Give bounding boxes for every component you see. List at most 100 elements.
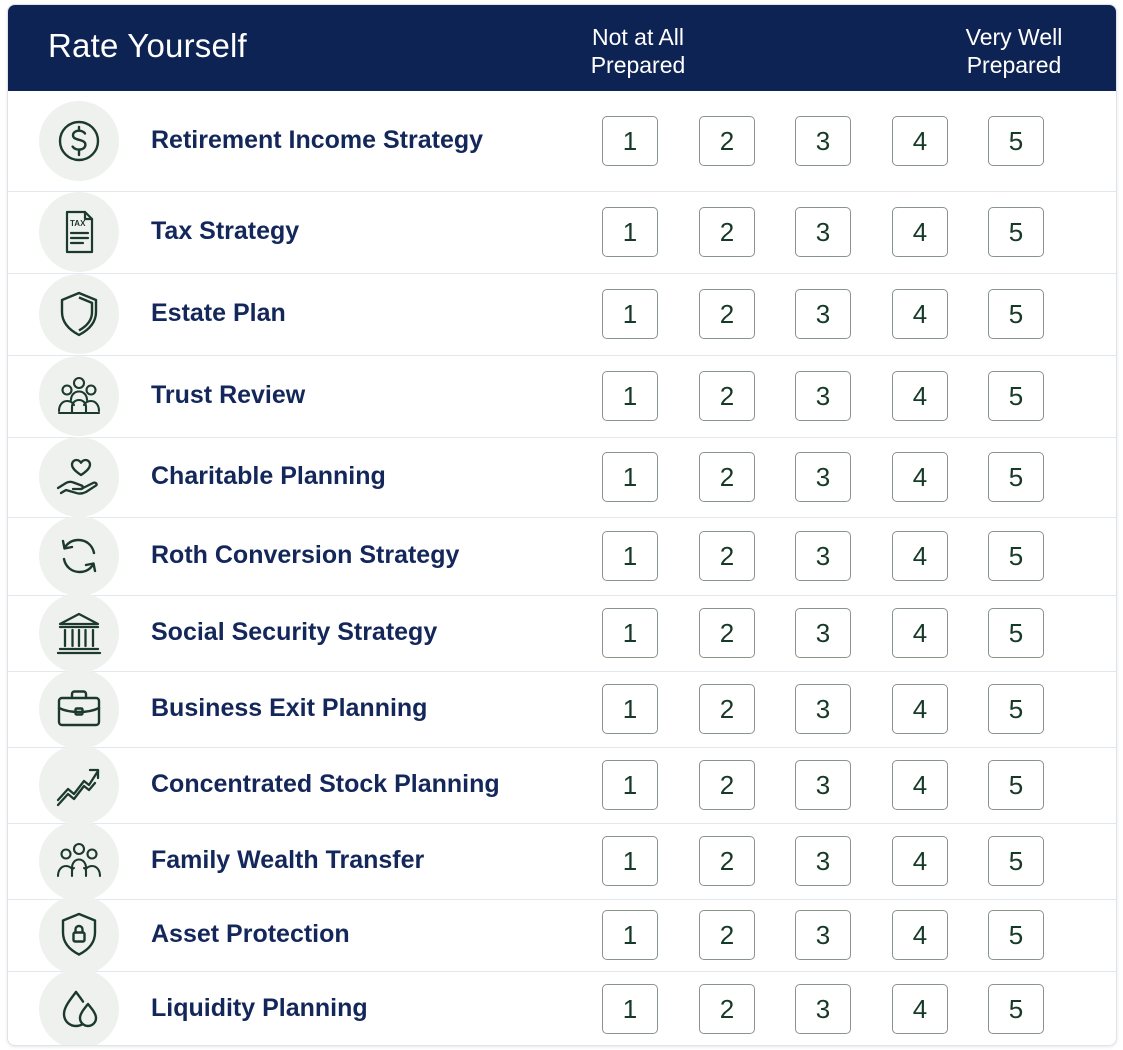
- item-label: Tax Strategy: [151, 217, 300, 245]
- rating-option-2[interactable]: 2: [699, 910, 755, 960]
- rating-row: Asset Protection 1 2 3 4 5: [8, 895, 1116, 975]
- rating-option-3[interactable]: 3: [795, 608, 851, 658]
- rating-option-5[interactable]: 5: [988, 371, 1044, 421]
- rating-option-1[interactable]: 1: [602, 608, 658, 658]
- heart-hand-icon: [39, 437, 119, 517]
- rating-option-4[interactable]: 4: [892, 289, 948, 339]
- rating-option-2[interactable]: 2: [699, 608, 755, 658]
- rating-option-3[interactable]: 3: [795, 531, 851, 581]
- rating-option-3[interactable]: 3: [795, 684, 851, 734]
- header-bar: Rate Yourself Not at All Prepared Very W…: [8, 5, 1116, 91]
- rating-option-4[interactable]: 4: [892, 371, 948, 421]
- rating-option-1[interactable]: 1: [602, 289, 658, 339]
- rating-option-2[interactable]: 2: [699, 984, 755, 1034]
- rating-option-2[interactable]: 2: [699, 371, 755, 421]
- item-label: Social Security Strategy: [151, 618, 438, 646]
- rating-row: Business Exit Planning 1 2 3 4 5: [8, 669, 1116, 749]
- rating-option-4[interactable]: 4: [892, 531, 948, 581]
- svg-text:TAX: TAX: [70, 219, 86, 228]
- rating-option-2[interactable]: 2: [699, 289, 755, 339]
- rating-row: Concentrated Stock Planning 1 2 3 4 5: [8, 745, 1116, 825]
- rating-option-5[interactable]: 5: [988, 608, 1044, 658]
- rating-option-1[interactable]: 1: [602, 836, 658, 886]
- rating-option-1[interactable]: 1: [602, 116, 658, 166]
- rating-option-4[interactable]: 4: [892, 836, 948, 886]
- rating-option-1[interactable]: 1: [602, 760, 658, 810]
- rating-row: TAX Tax Strategy 1 2 3 4 5: [8, 191, 1116, 274]
- rating-option-5[interactable]: 5: [988, 452, 1044, 502]
- dollar-circle-icon: [39, 101, 119, 181]
- rating-option-2[interactable]: 2: [699, 116, 755, 166]
- item-label: Roth Conversion Strategy: [151, 541, 460, 569]
- item-label: Retirement Income Strategy: [151, 126, 484, 154]
- rating-option-4[interactable]: 4: [892, 608, 948, 658]
- rating-option-3[interactable]: 3: [795, 371, 851, 421]
- rating-option-3[interactable]: 3: [795, 289, 851, 339]
- rating-row: Estate Plan 1 2 3 4 5: [8, 273, 1116, 356]
- rating-option-1[interactable]: 1: [602, 910, 658, 960]
- item-label: Family Wealth Transfer: [151, 846, 425, 874]
- rating-option-5[interactable]: 5: [988, 984, 1044, 1034]
- family-group-icon: [39, 821, 119, 901]
- rating-option-1[interactable]: 1: [602, 371, 658, 421]
- refresh-arrows-icon: [39, 516, 119, 596]
- tax-document-icon: TAX: [39, 192, 119, 272]
- item-label: Asset Protection: [151, 920, 350, 948]
- bank-building-icon: [39, 593, 119, 673]
- rating-option-2[interactable]: 2: [699, 207, 755, 257]
- rating-option-2[interactable]: 2: [699, 760, 755, 810]
- rating-option-2[interactable]: 2: [699, 452, 755, 502]
- rating-option-4[interactable]: 4: [892, 684, 948, 734]
- rating-option-5[interactable]: 5: [988, 289, 1044, 339]
- rating-option-1[interactable]: 1: [602, 452, 658, 502]
- rating-option-3[interactable]: 3: [795, 207, 851, 257]
- rating-row: Charitable Planning 1 2 3 4 5: [8, 437, 1116, 518]
- rating-option-4[interactable]: 4: [892, 910, 948, 960]
- rating-card: Rate Yourself Not at All Prepared Very W…: [7, 4, 1117, 1046]
- rating-option-3[interactable]: 3: [795, 836, 851, 886]
- shield-icon: [39, 274, 119, 354]
- rating-option-3[interactable]: 3: [795, 984, 851, 1034]
- item-label: Estate Plan: [151, 299, 286, 327]
- rating-row: Trust Review 1 2 3 4 5: [8, 355, 1116, 438]
- rating-option-5[interactable]: 5: [988, 116, 1044, 166]
- shield-lock-icon: [39, 895, 119, 975]
- rating-option-3[interactable]: 3: [795, 910, 851, 960]
- rating-option-5[interactable]: 5: [988, 836, 1044, 886]
- family-icon: [39, 356, 119, 436]
- item-label: Concentrated Stock Planning: [151, 770, 500, 798]
- rating-option-3[interactable]: 3: [795, 760, 851, 810]
- rating-option-5[interactable]: 5: [988, 207, 1044, 257]
- rating-option-5[interactable]: 5: [988, 684, 1044, 734]
- rating-option-1[interactable]: 1: [602, 684, 658, 734]
- rating-option-1[interactable]: 1: [602, 984, 658, 1034]
- rating-option-3[interactable]: 3: [795, 116, 851, 166]
- rating-option-2[interactable]: 2: [699, 836, 755, 886]
- scale-high-label: Very Well Prepared: [965, 24, 1063, 78]
- rating-option-3[interactable]: 3: [795, 452, 851, 502]
- rating-option-4[interactable]: 4: [892, 760, 948, 810]
- water-drops-icon: [39, 969, 119, 1045]
- rating-option-5[interactable]: 5: [988, 531, 1044, 581]
- trending-up-icon: [39, 745, 119, 825]
- rating-row: Liquidity Planning 1 2 3 4 5: [8, 969, 1116, 1045]
- briefcase-icon: [39, 669, 119, 749]
- rating-option-1[interactable]: 1: [602, 207, 658, 257]
- scale-low-label: Not at All Prepared: [590, 24, 686, 78]
- rating-row: Family Wealth Transfer 1 2 3 4 5: [8, 821, 1116, 901]
- rating-option-2[interactable]: 2: [699, 684, 755, 734]
- item-label: Business Exit Planning: [151, 694, 428, 722]
- rating-option-4[interactable]: 4: [892, 452, 948, 502]
- rating-option-4[interactable]: 4: [892, 207, 948, 257]
- item-label: Liquidity Planning: [151, 994, 368, 1022]
- rating-option-1[interactable]: 1: [602, 531, 658, 581]
- page-title: Rate Yourself: [48, 27, 247, 64]
- rating-row: Roth Conversion Strategy 1 2 3 4 5: [8, 516, 1116, 596]
- rating-option-5[interactable]: 5: [988, 760, 1044, 810]
- rating-option-2[interactable]: 2: [699, 531, 755, 581]
- rating-option-4[interactable]: 4: [892, 984, 948, 1034]
- rating-option-4[interactable]: 4: [892, 116, 948, 166]
- rating-row: Social Security Strategy 1 2 3 4 5: [8, 593, 1116, 673]
- item-label: Trust Review: [151, 381, 306, 409]
- rating-option-5[interactable]: 5: [988, 910, 1044, 960]
